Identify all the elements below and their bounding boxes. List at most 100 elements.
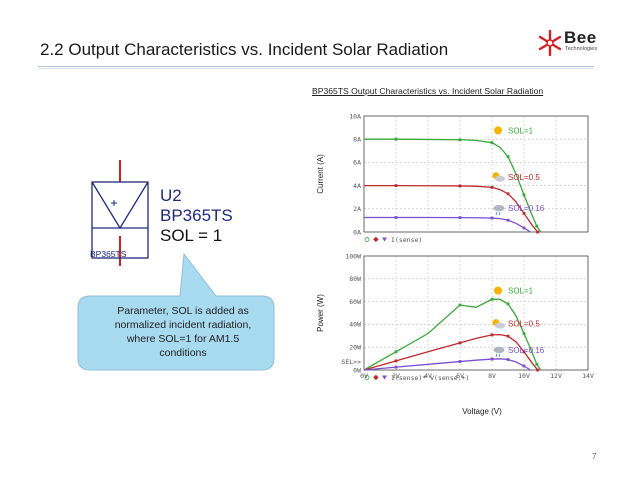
x-tick-label: 2V (392, 372, 400, 380)
rain-drop (495, 211, 498, 216)
x-tick-label: 14V (582, 372, 594, 380)
callout-line: where SOL=1 for AM1.5 (126, 333, 240, 345)
data-point (394, 365, 398, 369)
data-point (506, 155, 510, 158)
trace-legend-label: I(sense)* V(sense:+) (391, 374, 469, 382)
x-axis-title: Voltage (V) (462, 407, 502, 416)
y-axis-title: Current (A) (316, 154, 325, 194)
series-line-sol016 (364, 216, 531, 233)
component-model: BP365TS (160, 206, 233, 225)
title-divider (38, 66, 594, 67)
sel-marker-label: SEL>> (341, 358, 361, 366)
data-point (394, 137, 398, 141)
data-point (394, 350, 398, 354)
data-point (536, 230, 539, 234)
data-point (458, 360, 462, 363)
data-point (506, 358, 510, 361)
logo-subtitle: Technologies (565, 46, 598, 52)
chart-title: BP365TS Output Characteristics vs. Incid… (312, 86, 544, 96)
x-tick-label: 10V (518, 372, 530, 380)
logo-word: Bee (564, 28, 597, 47)
data-point (522, 226, 526, 230)
data-point (536, 368, 539, 372)
plot-frame (363, 255, 589, 371)
data-point (458, 216, 462, 220)
x-tick-label: 6V (456, 372, 464, 380)
x-tick-label: 12V (550, 372, 562, 380)
y-tick-label: 6A (353, 159, 361, 167)
data-point (490, 333, 494, 337)
y-tick-label: 40W (349, 321, 361, 329)
series-annotation: SOL=1 (508, 126, 534, 135)
y-tick-label: 80W (349, 275, 361, 283)
series-annotation: SOL=0.5 (508, 320, 540, 329)
series-line-sol05 (363, 334, 539, 371)
y-tick-label: 2A (353, 205, 361, 213)
data-point (458, 341, 462, 345)
data-point (522, 350, 526, 354)
legend-marker-triangle (382, 237, 387, 242)
output-characteristics-chart: 10A 8A 6A 4A 2A 0A Current (A) SOL=1 SOL=0.5 SOL=… (316, 112, 594, 416)
cloud-shape (495, 175, 505, 182)
y-tick-label: 0W (353, 366, 361, 374)
series-line-sol05 (364, 184, 539, 233)
y-tick-label: 8A (353, 136, 361, 144)
data-point (535, 362, 539, 366)
data-point (458, 303, 462, 307)
data-point (522, 364, 526, 368)
legend-marker-circle (364, 375, 370, 380)
data-point (506, 334, 510, 338)
rain-drop (498, 353, 501, 358)
data-point (394, 216, 398, 219)
sun-icon (494, 286, 502, 295)
sun-icon (494, 126, 502, 135)
legend-marker-diamond (373, 374, 379, 381)
legend-marker-diamond (373, 236, 379, 243)
rain-cloud-icon (493, 346, 505, 354)
company-logo: Bee Technologies (538, 28, 608, 64)
rain-cloud-icon (493, 204, 505, 212)
data-point (490, 297, 494, 301)
series-line-sol1 (364, 138, 542, 233)
component-ref: U2 (160, 186, 182, 205)
rain-drop (495, 353, 498, 358)
y-tick-label: 4A (353, 182, 361, 190)
series-annotation: SOL=0.16 (508, 204, 545, 213)
page-number: 7 (592, 452, 597, 461)
y-axis-title: Power (W) (316, 294, 325, 332)
y-tick-label: 60W (349, 298, 361, 306)
callout-line: conditions (159, 347, 207, 359)
series-annotation: SOL=1 (508, 287, 534, 296)
data-point (458, 138, 462, 142)
data-point (490, 216, 494, 220)
data-point (506, 192, 510, 196)
x-tick-label: 0V (360, 372, 368, 380)
trace-legend-label: I(sense) (391, 236, 422, 244)
data-point (394, 184, 398, 187)
data-point (490, 357, 494, 361)
series-annotation: SOL=0.5 (508, 173, 540, 182)
bee-logo-icon (538, 29, 562, 57)
legend-marker-circle (364, 237, 370, 242)
data-point (522, 212, 526, 215)
component-tag: BP365TS (90, 249, 127, 259)
callout-text: Parameter, SOL is added as normalized in… (86, 304, 280, 360)
slide-title: 2.2 Output Characteristics vs. Incident … (40, 40, 449, 59)
cloud-shape (495, 322, 505, 329)
y-tick-label: 100W (345, 252, 361, 260)
data-point (506, 302, 510, 306)
title-divider-shadow (38, 68, 594, 69)
x-tick-label: 4V (424, 372, 432, 380)
callout-bubble (77, 252, 275, 371)
data-point (506, 218, 510, 222)
plot-frame (363, 115, 589, 233)
data-point (535, 224, 539, 228)
data-point (490, 141, 494, 145)
data-point (490, 185, 494, 189)
series-line-sol1 (363, 298, 542, 371)
y-tick-label: 20W (349, 344, 361, 352)
data-point (522, 332, 526, 335)
data-point (522, 193, 526, 197)
y-tick-label: 0A (353, 228, 361, 236)
solar-cell-symbol (91, 160, 149, 266)
